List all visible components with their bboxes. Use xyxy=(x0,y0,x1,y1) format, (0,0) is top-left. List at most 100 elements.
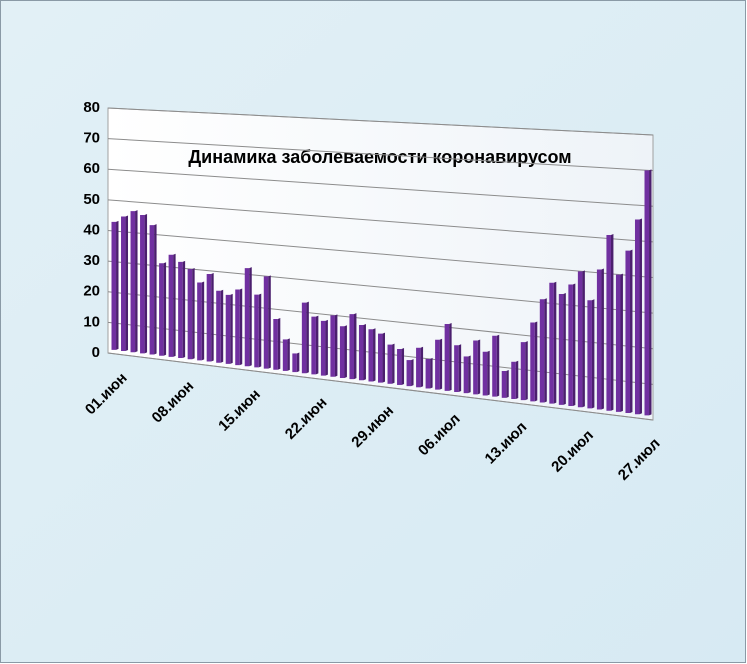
bar-face xyxy=(549,282,554,404)
bar-face xyxy=(320,320,326,376)
bar-face xyxy=(634,219,640,415)
bar-face xyxy=(273,319,278,370)
bar-face xyxy=(301,302,307,374)
bar xyxy=(520,341,528,401)
bar-face xyxy=(178,261,183,359)
bar-face xyxy=(392,343,395,384)
grid-line xyxy=(107,168,654,207)
bar-face xyxy=(620,273,623,412)
bar-face xyxy=(506,369,509,398)
bar-face xyxy=(334,314,338,377)
bar-face xyxy=(420,346,424,388)
bar-face xyxy=(601,268,604,410)
bar-face xyxy=(244,268,250,367)
bar-face xyxy=(492,335,497,397)
bar-face xyxy=(344,325,347,378)
bar xyxy=(206,273,214,362)
bar xyxy=(263,275,271,369)
bar-face xyxy=(239,288,243,366)
bar xyxy=(463,355,471,394)
bar-face xyxy=(130,211,136,353)
bar xyxy=(254,293,262,368)
y-tick-label: 70 xyxy=(83,130,100,147)
bar-face xyxy=(520,342,526,401)
bar-face xyxy=(144,213,148,354)
y-tick-label: 60 xyxy=(83,160,100,177)
bar-face xyxy=(140,214,145,354)
bar-face xyxy=(358,324,364,381)
bar-face xyxy=(168,254,174,357)
bar xyxy=(216,289,224,363)
bar-face xyxy=(315,315,319,375)
bar-face xyxy=(587,300,592,409)
bar-face xyxy=(406,360,412,387)
bar xyxy=(444,322,452,391)
bar-face xyxy=(154,224,157,355)
bar xyxy=(558,293,566,405)
y-tick-label: 50 xyxy=(83,191,100,208)
bar xyxy=(634,218,642,415)
bar xyxy=(416,346,424,388)
bar xyxy=(225,293,233,364)
bar-face xyxy=(435,339,440,390)
bar xyxy=(606,234,614,411)
bar-face xyxy=(615,274,621,412)
grid-line xyxy=(107,352,654,421)
bar-face xyxy=(563,293,566,405)
bar-face xyxy=(477,339,481,395)
bar xyxy=(539,298,547,403)
bar-face xyxy=(444,323,450,391)
bar-face xyxy=(287,338,290,371)
bar xyxy=(568,283,576,407)
bar xyxy=(140,213,148,354)
bar xyxy=(644,169,652,416)
bar-face xyxy=(339,326,345,378)
bar-face xyxy=(454,345,459,392)
bar-face xyxy=(197,282,202,361)
bar-face xyxy=(644,170,650,416)
bar-face xyxy=(235,289,240,366)
bar-face xyxy=(254,294,259,368)
bar-face xyxy=(511,361,516,400)
bar-face xyxy=(630,249,633,414)
bar xyxy=(197,281,205,361)
bar-face xyxy=(525,341,528,401)
bar-face xyxy=(206,274,212,362)
bar-face xyxy=(135,210,138,353)
bar-face xyxy=(639,218,642,415)
bar xyxy=(549,281,557,404)
bar-face xyxy=(397,348,402,385)
bar-face xyxy=(121,216,126,352)
bar-face xyxy=(558,294,564,405)
bar-face xyxy=(430,357,433,389)
bar xyxy=(425,357,433,389)
bar-face xyxy=(425,358,431,389)
bar xyxy=(587,299,595,409)
bar xyxy=(149,224,157,355)
bar-face xyxy=(401,347,405,385)
bar-face xyxy=(496,334,500,397)
bar xyxy=(625,249,633,414)
bar xyxy=(244,267,252,367)
bar xyxy=(387,343,395,384)
bar-face xyxy=(263,276,269,369)
bar-face xyxy=(277,318,281,370)
bar-face xyxy=(325,319,328,376)
bar-face xyxy=(544,298,547,403)
grid-line xyxy=(107,230,654,278)
bar-face xyxy=(482,351,488,396)
bar xyxy=(501,369,509,398)
bar-face xyxy=(159,263,164,356)
bar xyxy=(339,325,347,378)
bar-face xyxy=(216,290,221,363)
bar xyxy=(596,268,604,410)
bar-face xyxy=(296,352,300,373)
bar-face xyxy=(187,269,193,360)
bar xyxy=(178,260,186,359)
bar xyxy=(615,273,623,412)
bar-face xyxy=(458,344,462,392)
bar-face xyxy=(463,356,469,394)
bar xyxy=(454,344,462,392)
bar xyxy=(530,321,538,402)
bar xyxy=(492,334,500,397)
